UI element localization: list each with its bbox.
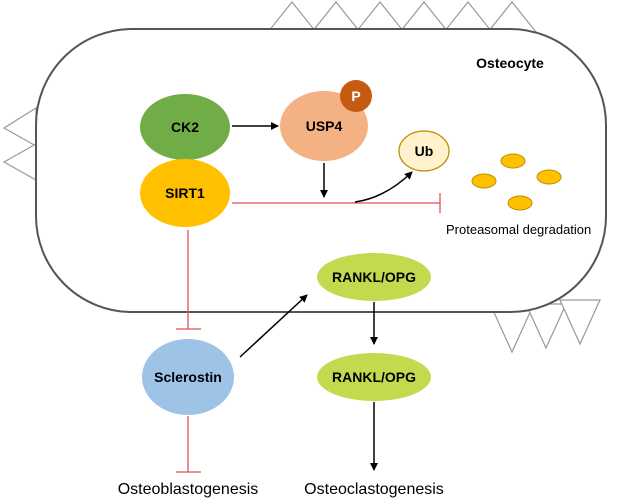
fragment-2 <box>471 173 497 189</box>
sirt1-node <box>140 159 230 227</box>
ub-node <box>398 130 450 172</box>
dendrite-spikes-top <box>266 1 538 33</box>
sclerostin-node <box>142 339 234 415</box>
phospho-badge <box>340 80 372 112</box>
ck2-node <box>140 94 230 160</box>
sirt1-label: SIRT1 <box>165 185 205 201</box>
rankl-opg-inside-node <box>317 253 431 301</box>
fragment-4 <box>507 195 533 211</box>
usp4-label: USP4 <box>306 118 343 134</box>
proteasomal-degradation-label: Proteasomal degradation <box>446 222 591 237</box>
ub-curved-arrow <box>354 171 413 203</box>
dendrite-spikes-left <box>2 106 37 182</box>
rankl-opg-inside-label: RANKL/OPG <box>332 269 416 285</box>
osteoblastogenesis-label: Osteoblastogenesis <box>118 481 259 498</box>
dendrite-spikes-bottom-right <box>491 299 601 354</box>
rankl-opg-outside-node <box>317 353 431 401</box>
sclerostin-to-rankl-arrow <box>239 294 308 358</box>
osteocyte-title: Osteocyte <box>476 55 544 71</box>
osteoclastogenesis-label: Osteoclastogenesis <box>304 481 444 498</box>
ub-label: Ub <box>415 143 434 159</box>
phospho-label: P <box>351 88 360 104</box>
usp4-node <box>280 91 368 161</box>
fragment-3 <box>536 169 562 185</box>
fragment-1 <box>500 153 526 169</box>
proteasome-fragments <box>471 153 562 211</box>
sclerostin-label: Sclerostin <box>154 369 222 385</box>
ck2-label: CK2 <box>171 119 199 135</box>
rankl-opg-outside-label: RANKL/OPG <box>332 369 416 385</box>
